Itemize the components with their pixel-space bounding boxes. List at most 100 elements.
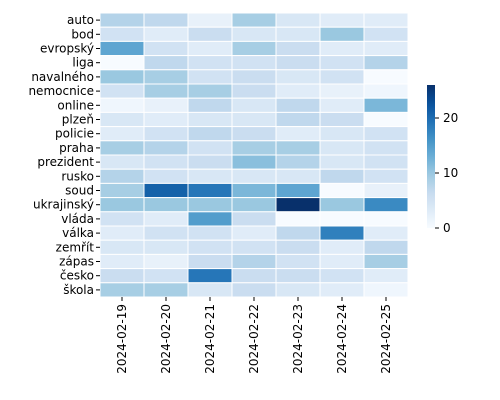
heatmap-cell — [319, 282, 365, 298]
heatmap-cell — [99, 97, 145, 113]
heatmap-cell — [99, 154, 145, 170]
heatmap-cell — [187, 197, 233, 213]
heatmap-cell — [187, 40, 233, 57]
y-tick-label: česko — [60, 269, 94, 283]
y-tick-label: evropský — [40, 42, 94, 56]
heatmap-cell — [319, 126, 365, 142]
heatmap-cell — [143, 126, 189, 142]
heatmap-cell — [99, 55, 145, 71]
heatmap-cell — [275, 126, 321, 142]
heatmap-cell — [99, 26, 145, 42]
heatmap-cell — [231, 69, 277, 85]
x-tick-label: 2024-02-21 — [203, 304, 217, 374]
heatmap-cell — [99, 268, 145, 284]
y-tick-label: navalného — [31, 70, 94, 84]
heatmap-cell — [363, 239, 409, 255]
heatmap-cell — [143, 253, 189, 270]
heatmap-cell — [231, 111, 277, 128]
heatmap-cell — [143, 12, 189, 28]
heatmap-cell — [363, 282, 409, 298]
heatmap-cell — [363, 168, 409, 184]
heatmap-cell — [99, 83, 145, 99]
heatmap-cell — [99, 140, 145, 156]
heatmap-cell — [275, 40, 321, 57]
heatmap-cell — [275, 168, 321, 184]
heatmap-cell — [363, 83, 409, 99]
y-tick-label: praha — [59, 141, 94, 155]
heatmap-cell — [231, 268, 277, 284]
heatmap-cell — [275, 154, 321, 170]
heatmap-cell — [319, 69, 365, 85]
y-tick-label: zemřít — [56, 240, 95, 254]
y-tick-label: škola — [63, 283, 94, 297]
heatmap-cell — [231, 140, 277, 156]
heatmap-cell — [363, 140, 409, 156]
heatmap-cell — [187, 26, 233, 42]
y-tick-label: auto — [67, 13, 94, 27]
heatmap-cell — [231, 83, 277, 99]
heatmap-cell — [187, 55, 233, 71]
heatmap-cell — [143, 140, 189, 156]
heatmap-cell — [143, 225, 189, 241]
y-tick-label: rusko — [61, 169, 94, 183]
y-tick-label: policie — [55, 127, 94, 141]
heatmap-cell — [275, 83, 321, 99]
heatmap-cell — [275, 140, 321, 156]
heatmap-cell — [187, 111, 233, 128]
heatmap-cell — [363, 126, 409, 142]
y-tick-label: soud — [65, 184, 94, 198]
colorbar-gradient — [427, 85, 435, 228]
heatmap-cell — [99, 126, 145, 142]
heatmap-cell — [231, 211, 277, 227]
heatmap-cell — [99, 211, 145, 227]
heatmap-cell — [275, 239, 321, 255]
x-tick-label: 2024-02-22 — [247, 304, 261, 374]
heatmap-cell — [319, 239, 365, 255]
heatmap-cell — [187, 239, 233, 255]
heatmap-cell — [363, 26, 409, 42]
heatmap-cell — [99, 182, 145, 199]
heatmap-cell — [363, 69, 409, 85]
heatmap-cell — [319, 182, 365, 199]
heatmap-cell — [231, 253, 277, 270]
heatmap-cell — [143, 282, 189, 298]
y-tick-labels: autobodevropskýliganavalnéhonemocniceonl… — [28, 13, 100, 297]
heatmap-cell — [187, 268, 233, 284]
heatmap-cell — [363, 111, 409, 128]
heatmap-cell — [319, 268, 365, 284]
heatmap-cell — [231, 126, 277, 142]
heatmap-cell — [363, 12, 409, 28]
heatmap-cell — [319, 154, 365, 170]
heatmap-cell — [275, 253, 321, 270]
heatmap-cell — [363, 211, 409, 227]
heatmap-cell — [363, 268, 409, 284]
heatmap-cell — [275, 55, 321, 71]
y-tick-label: online — [57, 98, 94, 112]
heatmap-cell — [187, 168, 233, 184]
heatmap-cell — [187, 253, 233, 270]
heatmap-cell — [231, 12, 277, 28]
x-tick-labels: 2024-02-19 2024-02-20 2024-02-21 2024-02-22… — [115, 297, 393, 374]
heatmap-cell — [231, 97, 277, 113]
heatmap-cell — [231, 239, 277, 255]
colorbar: 0 10 20 — [427, 85, 458, 235]
heatmap-cell — [99, 225, 145, 241]
heatmap-cell — [363, 225, 409, 241]
heatmap-cell — [319, 253, 365, 270]
y-tick-label: zápas — [59, 255, 94, 269]
heatmap-cell — [99, 197, 145, 213]
heatmap-cells — [99, 12, 409, 298]
heatmap-cell — [363, 197, 409, 213]
heatmap-cell — [143, 168, 189, 184]
heatmap-cell — [99, 168, 145, 184]
heatmap-cell — [275, 26, 321, 42]
y-tick-label: nemocnice — [28, 84, 94, 98]
heatmap-cell — [143, 55, 189, 71]
heatmap-cell — [319, 55, 365, 71]
y-tick-label: liga — [72, 56, 94, 70]
heatmap-cell — [143, 268, 189, 284]
heatmap-cell — [319, 26, 365, 42]
heatmap-cell — [275, 225, 321, 241]
heatmap-cell — [231, 282, 277, 298]
heatmap-cell — [143, 197, 189, 213]
